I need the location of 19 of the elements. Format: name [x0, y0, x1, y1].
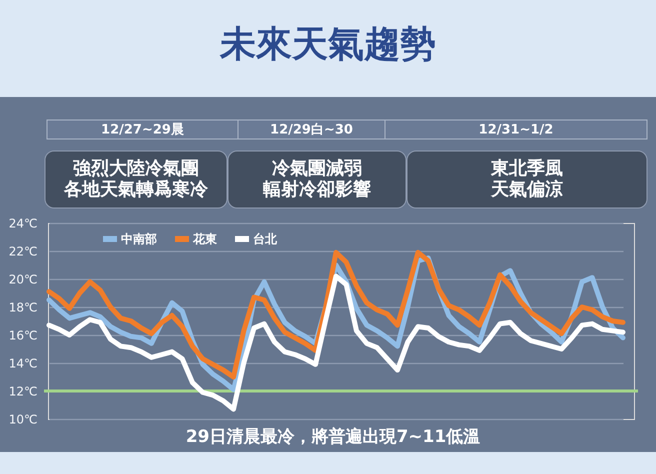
text: 12/31~1/2: [478, 122, 554, 138]
text: 冷氣團減弱輻射冷卻影響: [262, 158, 371, 200]
legend-label: 花東: [192, 232, 218, 246]
y-tick-label: 24℃: [8, 216, 38, 230]
text: 12/29白~30: [270, 122, 353, 138]
text: 12/27~29晨: [101, 122, 184, 138]
y-tick-label: 10℃: [8, 412, 38, 426]
legend-label: 台北: [253, 232, 278, 246]
y-tick-label: 16℃: [8, 328, 38, 342]
y-tick-label: 14℃: [8, 356, 38, 370]
chart-title: 未來天氣趨勢: [219, 24, 436, 65]
y-tick-label: 22℃: [8, 244, 38, 258]
text: 29日清晨最冷，將普遍出現7~11低溫: [186, 426, 480, 447]
text: 東北季風天氣偏涼: [490, 158, 563, 200]
y-tick-label: 20℃: [8, 272, 38, 286]
y-tick-label: 18℃: [8, 300, 38, 314]
y-tick-label: 12℃: [8, 384, 38, 398]
text: 強烈大陸冷氣團各地天氣轉爲寒冷: [63, 158, 209, 200]
legend-label: 中南部: [121, 232, 157, 246]
